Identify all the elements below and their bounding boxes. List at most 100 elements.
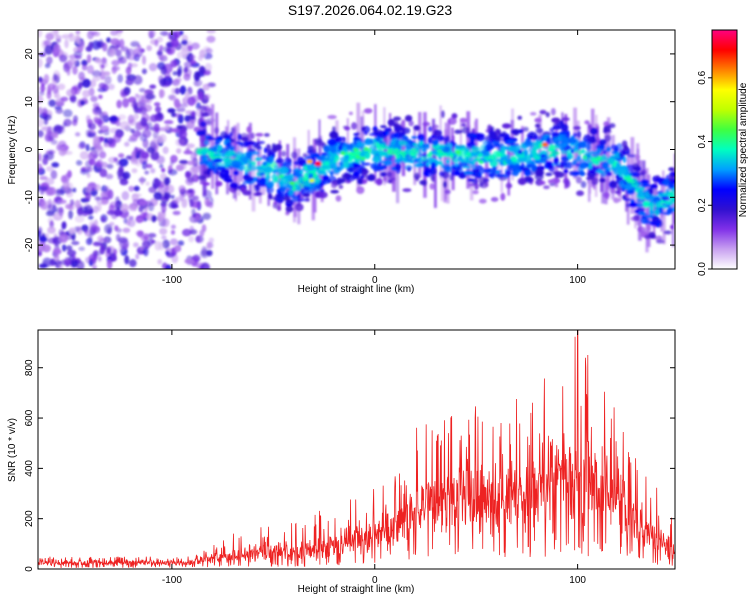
heatmap-cell	[665, 201, 673, 206]
heatmap-cell	[367, 148, 372, 154]
spectrogram-ytick-label: -10	[24, 190, 35, 205]
heatmap-cell	[145, 89, 155, 95]
heatmap-cell	[256, 140, 266, 145]
heatmap-cell	[87, 122, 92, 129]
heatmap-cell	[169, 238, 178, 246]
heatmap-cell	[327, 115, 337, 120]
heatmap-cell	[295, 203, 304, 212]
heatmap-cell	[133, 104, 139, 114]
heatmap-cell	[529, 111, 537, 116]
heatmap-cell	[135, 253, 140, 260]
heatmap-cell	[669, 173, 674, 182]
heatmap-cell	[530, 135, 536, 139]
heatmap-cell	[177, 240, 185, 246]
heatmap-cell	[68, 36, 74, 42]
heatmap-cell	[303, 193, 311, 198]
heatmap-cell	[162, 146, 169, 155]
heatmap-cell	[291, 151, 298, 159]
heatmap-cell	[378, 165, 385, 171]
heatmap-cell	[511, 170, 519, 177]
heatmap-cell	[223, 178, 232, 182]
heatmap-cell	[145, 163, 153, 169]
heatmap-cell	[145, 181, 150, 186]
heatmap-cell	[237, 133, 242, 141]
heatmap-cell	[642, 183, 651, 187]
heatmap-cell	[512, 164, 521, 171]
heatmap-cell	[109, 201, 119, 209]
heatmap-cell	[493, 143, 500, 147]
heatmap-cell	[116, 99, 122, 109]
heatmap-cell	[478, 198, 487, 204]
heatmap-cell	[201, 224, 207, 233]
heatmap-cell	[47, 226, 56, 234]
heatmap-cell	[637, 189, 645, 198]
heatmap-cell	[475, 133, 485, 139]
heatmap-cell	[478, 176, 488, 185]
heatmap-cell	[81, 206, 89, 214]
heatmap-cell	[618, 180, 625, 189]
heatmap-cell	[640, 216, 649, 225]
heatmap-cell	[189, 54, 196, 60]
heatmap-cell	[415, 146, 420, 152]
heatmap-cell	[321, 164, 330, 170]
heatmap-cell	[203, 139, 210, 146]
heatmap-cell	[430, 134, 437, 139]
heatmap-cell	[380, 124, 387, 129]
heatmap-cell	[198, 65, 206, 74]
heatmap-cell	[294, 167, 300, 172]
heatmap-cell	[422, 121, 431, 127]
heatmap-cell	[516, 154, 526, 158]
heatmap-cell	[186, 160, 197, 166]
heatmap-cell	[53, 43, 61, 54]
heatmap-cell	[98, 136, 105, 142]
heatmap-cell	[567, 154, 573, 159]
heatmap-cell	[78, 246, 85, 251]
heatmap-cell	[94, 57, 102, 64]
heatmap-cell	[526, 163, 537, 168]
heatmap-cell	[38, 129, 44, 138]
heatmap-cell	[206, 35, 216, 43]
heatmap-cell	[78, 71, 85, 81]
heatmap-cell	[459, 158, 465, 163]
heatmap-cell	[44, 63, 51, 69]
heatmap-cell	[483, 155, 489, 160]
heatmap-cell	[343, 157, 349, 162]
heatmap-streak	[549, 137, 553, 169]
heatmap-cell	[538, 180, 546, 185]
heatmap-cell	[159, 30, 169, 37]
heatmap-cell	[71, 254, 77, 262]
heatmap-cell	[119, 238, 130, 249]
heatmap-cell	[432, 124, 439, 129]
heatmap-cell	[629, 201, 638, 208]
heatmap-cell	[106, 259, 113, 269]
spectrogram-ylabel: Frequency (Hz)	[7, 116, 18, 185]
heatmap-cell	[547, 179, 553, 184]
heatmap-cell	[363, 108, 373, 114]
heatmap-cell	[566, 130, 571, 139]
heatmap-cell	[453, 152, 458, 159]
heatmap-cell	[373, 164, 379, 173]
heatmap-cell	[666, 204, 672, 208]
heatmap-cell	[136, 217, 146, 223]
heatmap-cell	[500, 192, 506, 201]
heatmap-cell	[150, 167, 156, 174]
heatmap-cell	[80, 100, 86, 106]
heatmap-cell	[637, 226, 646, 233]
heatmap-cell	[47, 126, 53, 135]
heatmap-cell	[164, 124, 170, 130]
heatmap-cell	[466, 151, 472, 156]
spectrogram-xtick-label: -100	[162, 275, 182, 286]
heatmap-cell	[589, 127, 598, 135]
heatmap-cell	[156, 50, 163, 56]
heatmap-cell	[132, 47, 142, 55]
heatmap-cell	[561, 117, 570, 121]
heatmap-cell	[336, 178, 346, 184]
heatmap-cell	[213, 127, 220, 134]
heatmap-cell	[405, 143, 412, 150]
heatmap-cell	[387, 143, 393, 148]
heatmap-cell	[619, 149, 626, 158]
heatmap-cell	[478, 160, 484, 165]
heatmap-cell	[106, 246, 112, 254]
heatmap-cell	[632, 163, 640, 171]
heatmap-cell	[54, 105, 62, 110]
